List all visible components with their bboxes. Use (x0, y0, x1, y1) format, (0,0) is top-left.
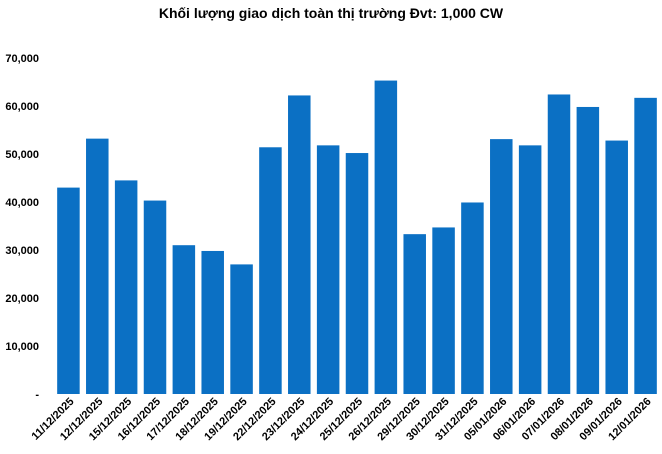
bar (201, 250, 224, 394)
bar (374, 80, 398, 394)
bar (345, 153, 369, 394)
y-tick-label: 10,000 (5, 341, 39, 353)
bar (259, 147, 282, 394)
bar (172, 245, 196, 394)
bar (518, 145, 542, 394)
bar (114, 180, 138, 394)
bar (143, 200, 167, 394)
bar (57, 187, 80, 394)
bar (605, 140, 628, 394)
y-axis-ticks: - 10,000 20,000 30,000 40,000 50,000 60,000 70,… (5, 53, 39, 401)
bar (461, 202, 484, 394)
bar (86, 138, 109, 394)
y-tick-label: 50,000 (5, 149, 39, 161)
bars (57, 80, 657, 395)
bar (576, 106, 600, 395)
y-tick-label: 30,000 (5, 245, 39, 257)
y-tick-label: 60,000 (5, 101, 39, 113)
bar (547, 94, 571, 394)
chart-title: Khối lượng giao dịch toàn thị trường Đvt… (158, 5, 504, 21)
bar (288, 95, 311, 394)
bar (634, 97, 657, 394)
y-tick-label: 40,000 (5, 197, 39, 209)
y-tick-label: 20,000 (5, 293, 39, 305)
bar (403, 234, 426, 394)
bar (490, 139, 513, 394)
bar (230, 264, 253, 394)
bar (432, 227, 455, 394)
bar (316, 145, 340, 394)
y-tick-label: 70,000 (5, 53, 39, 65)
y-tick-label: - (35, 389, 39, 401)
x-axis-ticks: 11/12/202512/12/202515/12/202516/12/2025… (30, 396, 654, 443)
